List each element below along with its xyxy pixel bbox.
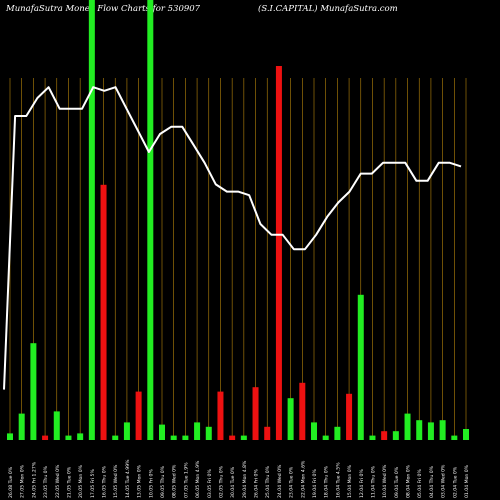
outflow-bar	[264, 426, 271, 440]
outflow-bar	[346, 393, 353, 440]
x-tick-label: 29.04 Mon 4.8%	[242, 460, 248, 498]
inflow-bar	[427, 422, 434, 440]
x-tick-label: 01.04 Mon 0%	[464, 464, 470, 498]
x-tick-label: 03.05 Fri 0%	[207, 469, 213, 498]
outflow-bar	[217, 391, 224, 440]
x-tick-label: 07.05 Tue 1.9%	[183, 462, 189, 498]
outflow-bar	[100, 184, 107, 440]
x-tick-label: 13.05 Mon 0%	[137, 464, 143, 498]
x-tick-label: 18.04 Thu 0%	[324, 465, 330, 498]
inflow-bar	[53, 411, 60, 440]
volume-bars	[7, 0, 469, 440]
money-flow-line	[3, 86, 462, 390]
x-tick-label: 16.04 Tue 4.5%	[335, 462, 341, 498]
inflow-bar	[439, 420, 446, 440]
chart-title: MunafaSutra Money Flow Charts for 530907	[6, 4, 201, 14]
outflow-bar	[42, 435, 49, 440]
inflow-bar	[322, 435, 329, 440]
x-tick-label: 21.05 Tue 0%	[66, 466, 72, 498]
x-tick-label: 22.04 Mon 4.6%	[300, 460, 306, 498]
x-tick-label: 08.05 Wed 0%	[172, 464, 178, 498]
x-tick-label: 14.05 Tue 4.99%	[125, 459, 131, 498]
x-tick-label: 08.04 Mon 0%	[406, 464, 412, 498]
chart-subtitle: (S.I.CAPITAL) MunafaSutra.com	[258, 4, 398, 14]
inflow-bar	[240, 435, 247, 440]
inflow-bar	[88, 0, 95, 440]
money-flow-line-group	[3, 86, 462, 390]
inflow-bar	[416, 420, 423, 440]
inflow-bar	[205, 426, 212, 440]
inflow-bar	[287, 398, 294, 440]
x-axis-labels: 26.08 Tue 0% 27.05 Mon 0% 24.05 Fri 1.27% 2…	[8, 459, 470, 498]
x-tick-label: 10.05 Fri 0%	[148, 469, 154, 498]
inflow-bar	[112, 435, 119, 440]
outflow-bar	[299, 382, 306, 440]
x-tick-label: 02.04 Tue 0%	[452, 466, 458, 498]
inflow-bar	[404, 413, 411, 440]
outflow-bar	[252, 387, 259, 440]
x-tick-label: 15.05 Wed 0%	[113, 464, 119, 498]
inflow-bar	[334, 426, 341, 440]
inflow-bar	[369, 435, 376, 440]
outflow-bar	[275, 66, 282, 440]
x-tick-label: 06.05 Mon 4.9%	[195, 460, 201, 498]
inflow-bar	[357, 294, 364, 440]
x-tick-label: 22.05 Wed 0%	[55, 464, 61, 498]
x-tick-label: 09.04 Tue 0%	[394, 466, 400, 498]
inflow-bar	[182, 435, 189, 440]
x-tick-label: 04.04 Thu 0%	[429, 465, 435, 498]
x-tick-label: 19.04 Fri 0%	[312, 469, 318, 498]
x-tick-label: 23.05 Thu 0%	[43, 465, 49, 498]
inflow-bar	[7, 433, 13, 440]
inflow-bar	[463, 429, 469, 440]
x-tick-label: 15.04 Mon 0%	[347, 464, 353, 498]
x-tick-label: 17.05 Fri 5%	[90, 469, 96, 498]
inflow-bar	[18, 413, 25, 440]
inflow-bar	[451, 435, 458, 440]
inflow-bar	[159, 424, 165, 440]
x-tick-label: 03.04 Wed 0%	[441, 464, 447, 498]
grid-lines	[9, 78, 467, 440]
x-tick-label: 12.04 Fri 0%	[359, 469, 365, 498]
x-tick-label: 09.05 Thu 0%	[160, 465, 166, 498]
x-tick-label: 24.04 Wed 0%	[277, 464, 283, 498]
x-tick-label: 02.05 Thu 0%	[218, 465, 224, 498]
x-tick-label: 24.05 Fri 1.27%	[31, 461, 37, 498]
x-tick-label: 16.05 Thu 0%	[102, 465, 108, 498]
outflow-bar	[229, 435, 236, 440]
x-tick-label: 30.04 Tue 0%	[230, 466, 236, 498]
x-tick-label: 27.05 Mon 0%	[20, 464, 26, 498]
x-tick-label: 11.04 Thu 0%	[370, 465, 376, 498]
inflow-bar	[194, 422, 201, 440]
x-tick-label: 25.04 Thu 0%	[265, 465, 271, 498]
inflow-bar	[170, 435, 177, 440]
x-tick-label: 23.04 Tue 0%	[289, 466, 295, 498]
outflow-bar	[381, 431, 388, 440]
outflow-bar	[135, 391, 142, 440]
inflow-bar	[311, 422, 317, 440]
inflow-bar	[123, 422, 130, 440]
x-tick-label: 10.04 Wed 0%	[382, 464, 388, 498]
x-tick-label: 26.04 Fri 0%	[254, 469, 260, 498]
inflow-bar	[147, 0, 154, 440]
x-tick-label: 20.05 Mon 0%	[78, 464, 84, 498]
inflow-bar	[30, 343, 37, 440]
inflow-bar	[77, 433, 84, 440]
inflow-bar	[65, 435, 72, 440]
x-tick-label: 26.08 Tue 0%	[8, 466, 14, 498]
x-tick-label: 05.04 Fri 0%	[417, 469, 423, 498]
inflow-bar	[392, 431, 399, 440]
